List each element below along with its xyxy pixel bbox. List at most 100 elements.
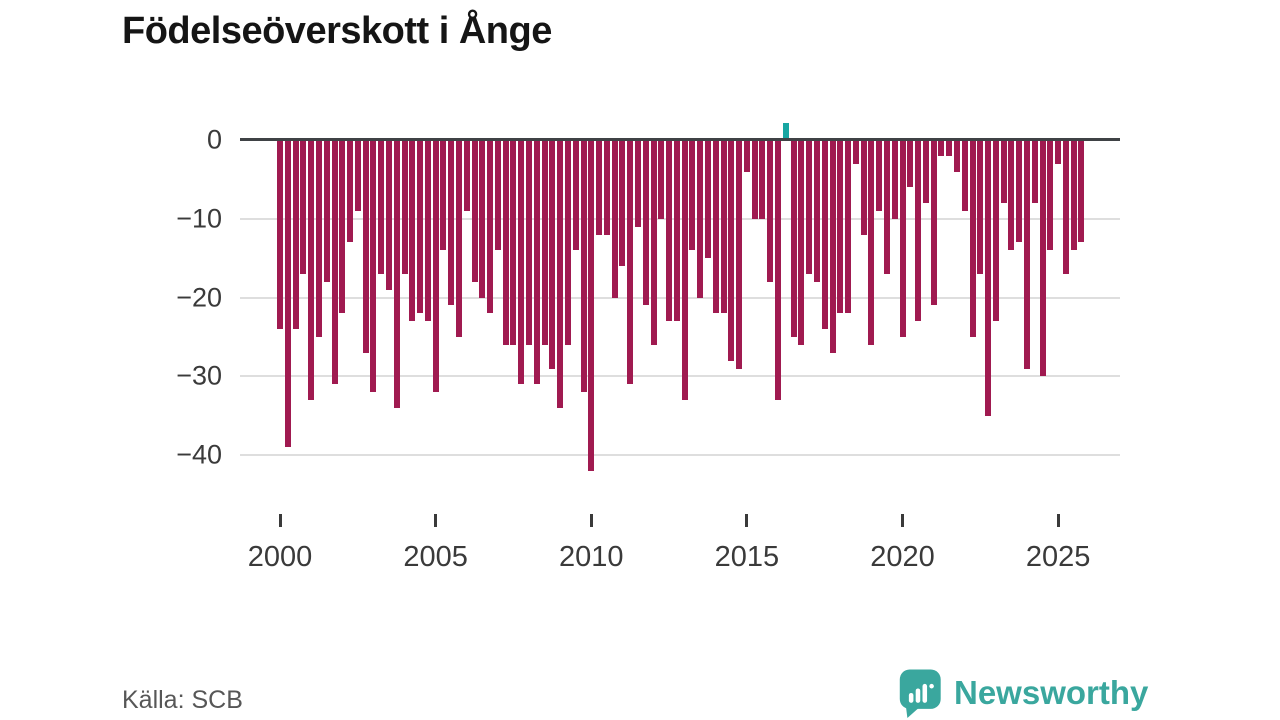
source-note: Källa: SCB (122, 686, 243, 714)
bar (588, 139, 595, 471)
bar (1031, 139, 1038, 204)
bar (985, 139, 992, 416)
bar (378, 139, 385, 274)
bar (463, 139, 470, 211)
bar (487, 139, 494, 314)
bar (813, 139, 820, 282)
bar (456, 139, 462, 337)
bar (720, 139, 727, 314)
bar (370, 139, 377, 393)
x-tick-mark (1056, 514, 1060, 527)
bar (1078, 139, 1085, 243)
bar (1024, 139, 1030, 369)
bar (899, 139, 906, 337)
bar (977, 139, 984, 274)
bar (549, 139, 556, 369)
y-gridline (240, 217, 1120, 220)
bar (642, 139, 649, 306)
bar (751, 139, 758, 219)
bar (728, 139, 735, 361)
x-tick-mark (745, 514, 749, 527)
zero-axis-line (240, 137, 1120, 141)
bar (308, 139, 315, 401)
x-tick-mark (589, 514, 593, 527)
bar (1039, 139, 1046, 377)
x-tick-label: 2015 (714, 541, 780, 573)
bar (837, 139, 844, 314)
bar (946, 139, 953, 156)
bar (883, 139, 890, 274)
bar (300, 139, 307, 274)
bar (712, 139, 719, 314)
brand-lockup: Newsworthy (898, 668, 1148, 718)
bar (868, 139, 875, 345)
bar (362, 139, 369, 353)
bar (292, 139, 299, 330)
bar (424, 139, 431, 322)
bar (518, 139, 525, 385)
bar (821, 139, 828, 330)
bar (681, 139, 688, 401)
bar (627, 139, 634, 385)
bar (323, 139, 330, 282)
x-tick-label: 2020 (870, 541, 935, 573)
bar (736, 139, 743, 369)
bar (790, 139, 797, 337)
bar (494, 139, 501, 251)
bar (1000, 139, 1007, 204)
bar (1016, 139, 1023, 243)
bar (533, 139, 540, 385)
bar (315, 139, 322, 337)
y-tick-label: 0 (206, 124, 222, 155)
bar (922, 139, 929, 204)
x-tick-label: 2000 (247, 541, 313, 573)
bar (526, 139, 532, 345)
bar (409, 139, 416, 322)
bar (401, 139, 408, 274)
bar (1062, 139, 1069, 274)
bar (1070, 139, 1077, 251)
bar (502, 139, 509, 345)
y-tick-label: −20 (176, 282, 222, 313)
bar (634, 139, 641, 227)
bar (277, 139, 283, 330)
bar (689, 139, 696, 251)
brand-name: Newsworthy (954, 674, 1149, 711)
bar (860, 139, 867, 235)
bar (876, 139, 883, 211)
bar (650, 139, 657, 345)
bar (510, 139, 517, 345)
bar (541, 139, 548, 345)
y-gridline (240, 296, 1120, 299)
bar (564, 139, 571, 345)
bar (619, 139, 626, 267)
bar (354, 139, 361, 211)
bar (930, 139, 937, 306)
bar (798, 139, 805, 345)
bar (969, 139, 976, 337)
bar (572, 139, 579, 251)
bar (782, 123, 789, 139)
bar (767, 139, 774, 282)
bar (852, 139, 859, 164)
bar (705, 139, 711, 259)
bar (992, 139, 999, 322)
chart-title: Födelseöverskott i Ånge (122, 10, 552, 52)
bar (339, 139, 346, 314)
y-gridline (240, 375, 1120, 378)
bar (915, 139, 921, 322)
bar (448, 139, 455, 306)
bar (673, 139, 680, 322)
bar (806, 139, 813, 274)
y-gridline (240, 454, 1120, 457)
x-tick-mark (900, 514, 904, 527)
bar (432, 139, 439, 393)
bar (1047, 139, 1054, 251)
bar (580, 139, 587, 393)
newsworthy-bubble-chart-icon (898, 668, 944, 718)
bar (603, 139, 610, 235)
bar (891, 139, 898, 219)
y-tick-label: −40 (176, 439, 222, 470)
